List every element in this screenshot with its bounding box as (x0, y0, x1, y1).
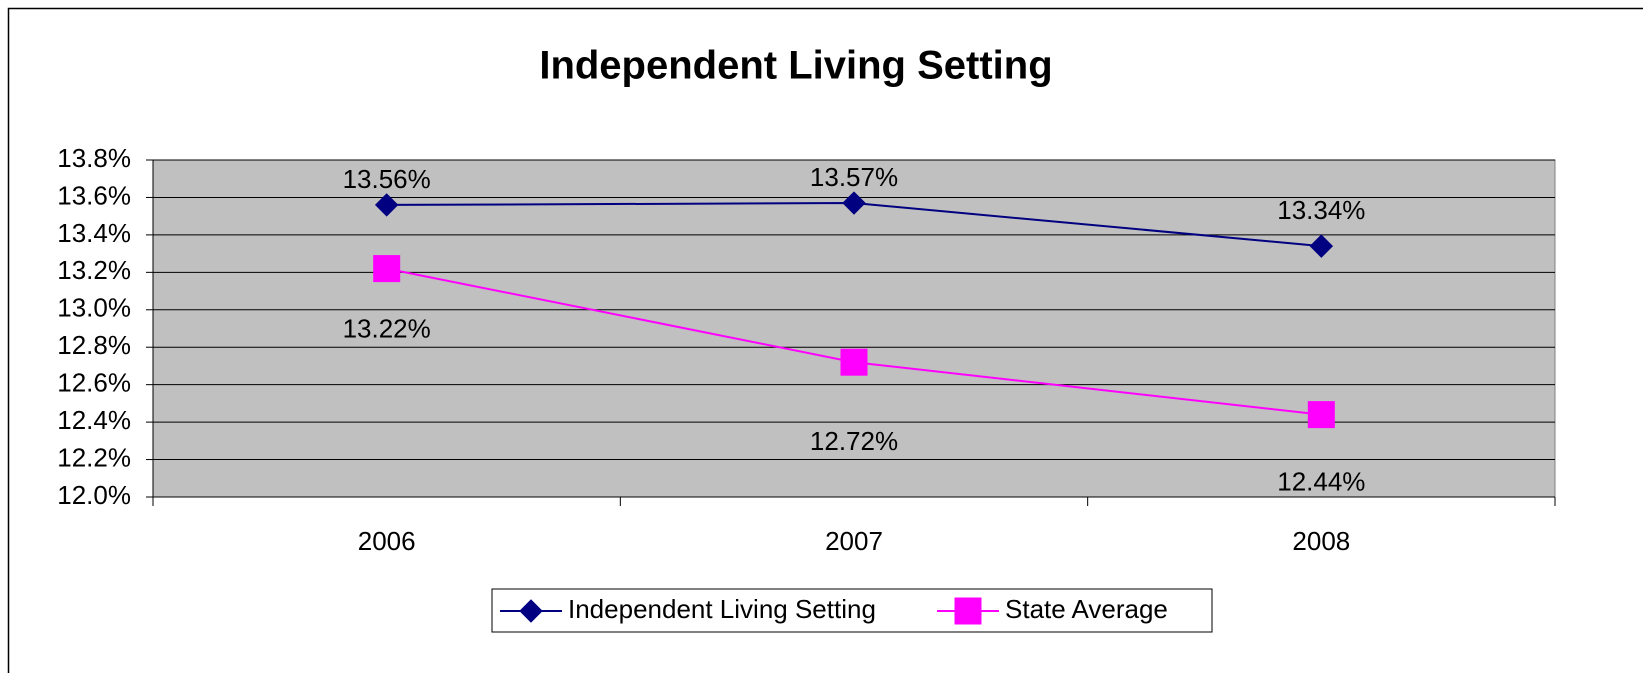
data-label: 13.34% (1277, 195, 1365, 225)
y-tick-label: 12.8% (57, 330, 131, 360)
data-label: 13.22% (343, 313, 431, 343)
y-tick-label: 13.6% (57, 180, 131, 210)
marker (1309, 234, 1334, 258)
chart-title: Independent Living Setting (539, 44, 1052, 88)
marker (373, 255, 401, 283)
data-label: 12.72% (810, 426, 898, 456)
data-label: 12.44% (1277, 466, 1365, 496)
x-tick-label: 2006 (358, 526, 416, 556)
y-tick-label: 12.6% (57, 368, 131, 398)
y-tick-label: 13.8% (57, 143, 131, 173)
data-label: 13.56% (343, 164, 431, 194)
legend-label: Independent Living Setting (568, 594, 876, 624)
marker (374, 193, 399, 217)
x-tick-label: 2007 (825, 526, 883, 556)
chart-border (7, 7, 1643, 673)
marker (842, 191, 866, 215)
x-tick-label: 2008 (1292, 526, 1350, 556)
marker (519, 599, 543, 623)
data-label: 13.57% (810, 162, 898, 192)
y-tick-label: 12.4% (57, 405, 131, 435)
legend-label: State Average (1005, 594, 1168, 624)
legend-box (491, 588, 1213, 633)
y-tick-label: 13.0% (57, 293, 131, 323)
y-tick-label: 13.4% (57, 218, 131, 248)
y-tick-label: 13.2% (57, 255, 131, 285)
marker (954, 597, 982, 625)
marker (1307, 401, 1335, 429)
y-tick-label: 12.2% (57, 442, 131, 472)
marker (840, 348, 868, 376)
y-tick-label: 12.0% (57, 480, 131, 510)
